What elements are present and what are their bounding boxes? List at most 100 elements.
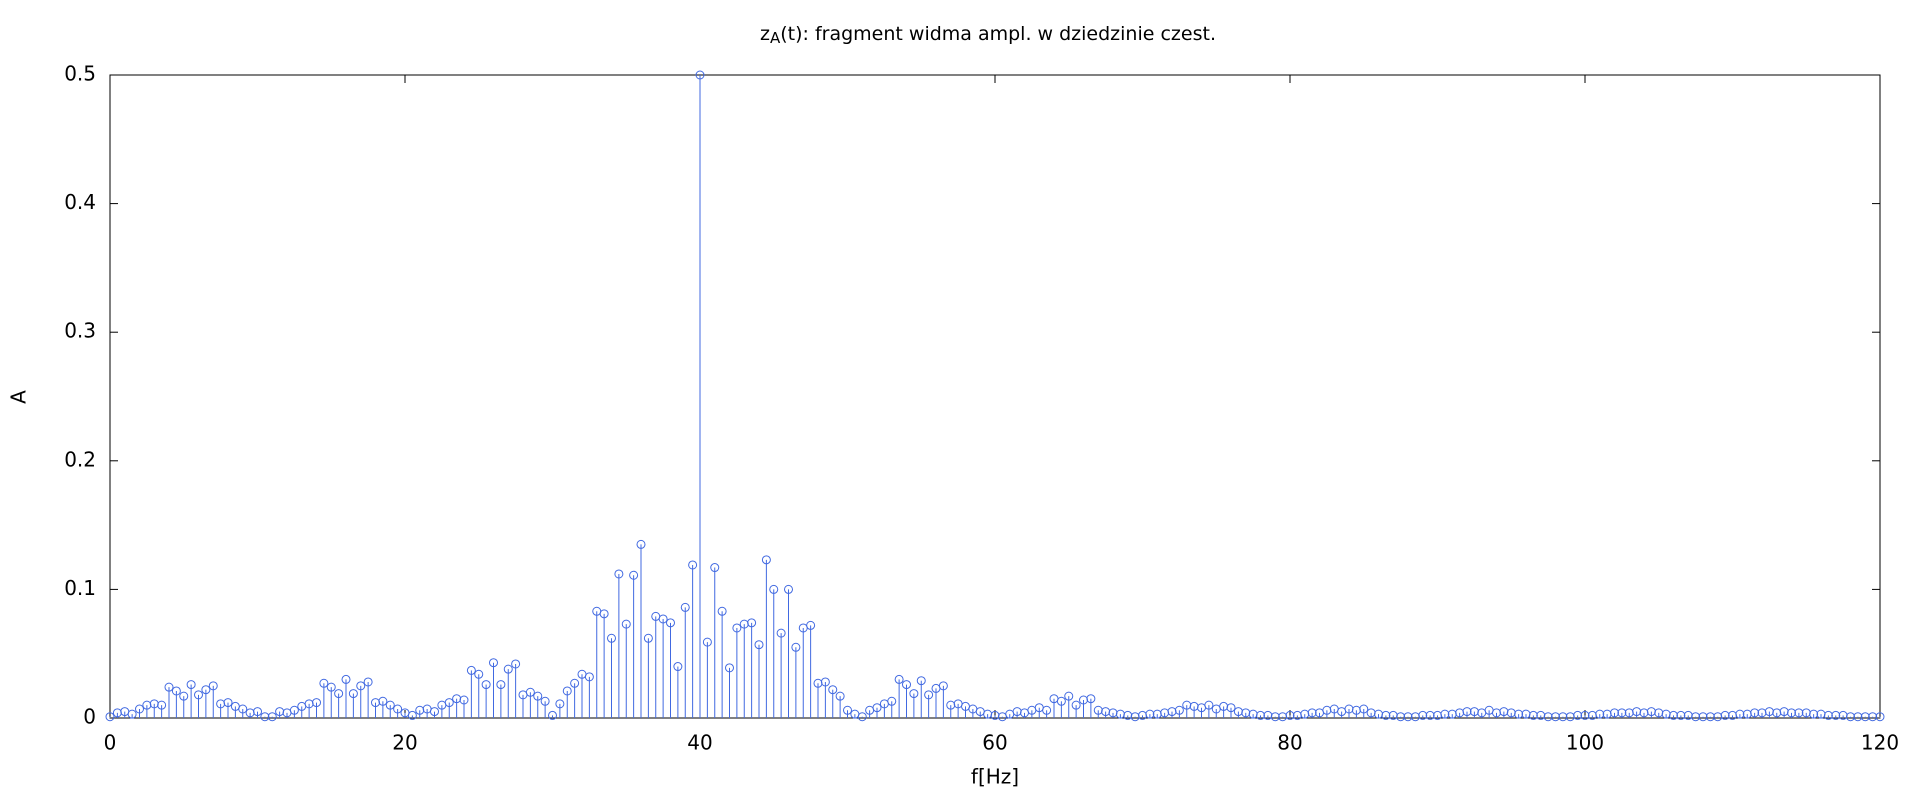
stem-marker — [784, 584, 793, 594]
stem-marker — [820, 677, 830, 687]
stem-marker — [776, 628, 786, 638]
stem-marker — [341, 674, 351, 684]
stem-marker — [1823, 710, 1833, 720]
stem-marker — [105, 712, 115, 722]
stem-marker — [732, 623, 742, 633]
stem-marker — [769, 584, 779, 594]
stem-marker — [1846, 712, 1855, 722]
stem-marker — [1056, 696, 1066, 706]
stem-marker — [629, 570, 639, 580]
stem-marker — [157, 700, 167, 710]
stem-marker — [1086, 694, 1096, 704]
stem-marker — [127, 709, 137, 719]
stem-marker — [179, 691, 189, 701]
stem-marker — [260, 712, 270, 722]
stem-marker — [695, 70, 705, 80]
stem-marker — [924, 690, 934, 700]
stem-marker — [1720, 710, 1730, 720]
y-tick-label: 0.1 — [64, 576, 96, 600]
stem-marker — [666, 618, 675, 628]
stem-marker — [1270, 712, 1280, 722]
stem-marker — [1610, 708, 1619, 718]
stem-marker — [938, 681, 948, 691]
y-tick-label: 0.4 — [64, 190, 96, 214]
x-axis-label: f[Hz] — [971, 765, 1019, 789]
x-tick-label: 80 — [1277, 731, 1302, 755]
stem-marker — [1042, 705, 1052, 715]
stem-marker — [614, 569, 624, 579]
stem-marker — [1809, 709, 1819, 719]
plot-frame — [109, 74, 1881, 719]
stem-marker — [916, 676, 926, 686]
stem-marker — [761, 555, 771, 565]
stem-marker — [348, 689, 358, 699]
stem-marker — [607, 633, 616, 643]
stem-marker — [238, 704, 248, 714]
stem-marker — [1853, 712, 1863, 722]
stem-marker — [584, 672, 594, 682]
stem-marker — [319, 678, 329, 688]
stem-marker — [186, 680, 196, 690]
stem-marker — [223, 698, 233, 708]
title-main: z — [760, 23, 770, 45]
stem-marker — [1676, 710, 1686, 720]
stem-marker — [1794, 708, 1804, 718]
stem-marker — [1750, 708, 1760, 718]
stem-marker — [747, 618, 757, 628]
stem-marker — [1064, 691, 1074, 701]
stem-marker — [1285, 710, 1295, 720]
stem-marker — [1174, 705, 1184, 715]
stem-marker — [1418, 710, 1428, 720]
stem-marker — [725, 663, 734, 673]
stem-marker — [253, 707, 262, 717]
stem-marker — [326, 682, 336, 692]
stem-marker — [171, 686, 181, 696]
stem-marker — [1403, 712, 1413, 722]
y-tick-label: 0.2 — [64, 447, 96, 471]
stem-marker — [1071, 700, 1081, 710]
stem-marker — [525, 687, 535, 697]
stem-marker — [267, 712, 277, 722]
stem-marker — [1359, 704, 1369, 714]
stem-marker — [466, 665, 476, 675]
stem-marker — [444, 698, 454, 708]
stem-marker — [385, 700, 395, 710]
stem-marker — [1860, 712, 1870, 722]
stem-marker — [702, 637, 712, 647]
stem-marker — [717, 606, 727, 616]
x-tick-label: 60 — [982, 731, 1007, 755]
stem-marker — [1204, 700, 1214, 710]
stem-marker — [835, 691, 845, 701]
stem-marker — [1543, 712, 1553, 722]
title-rest: (t): fragment widma ampl. w dziedzinie c… — [780, 23, 1216, 45]
y-tick-label: 0 — [83, 705, 96, 729]
stem-marker — [1558, 712, 1568, 722]
stem-marker — [503, 664, 513, 674]
stem-marker — [1868, 712, 1878, 722]
stem-marker — [643, 633, 653, 643]
stem-marker — [208, 681, 218, 691]
stem-marker — [902, 680, 911, 690]
stem-marker — [621, 619, 631, 629]
stem-marker — [496, 680, 506, 690]
stem-marker — [363, 677, 373, 687]
stem-marker — [887, 696, 897, 706]
stem-marker — [1573, 710, 1583, 720]
stem-marker — [1226, 703, 1236, 713]
stem-marker — [393, 704, 403, 714]
stem-marker — [540, 696, 550, 706]
stem-marker — [1256, 710, 1265, 720]
stem-marker — [688, 560, 698, 570]
stem-marker — [1551, 712, 1560, 722]
stem-marker — [511, 659, 521, 669]
stem-marker — [1528, 710, 1538, 720]
stem-marker — [1580, 710, 1590, 720]
stem-marker — [356, 681, 366, 691]
stem-marker — [474, 669, 484, 679]
stem-marker — [658, 614, 668, 624]
stem-marker — [334, 689, 344, 699]
stem-marker — [710, 563, 720, 573]
stem-marker — [1440, 709, 1450, 719]
